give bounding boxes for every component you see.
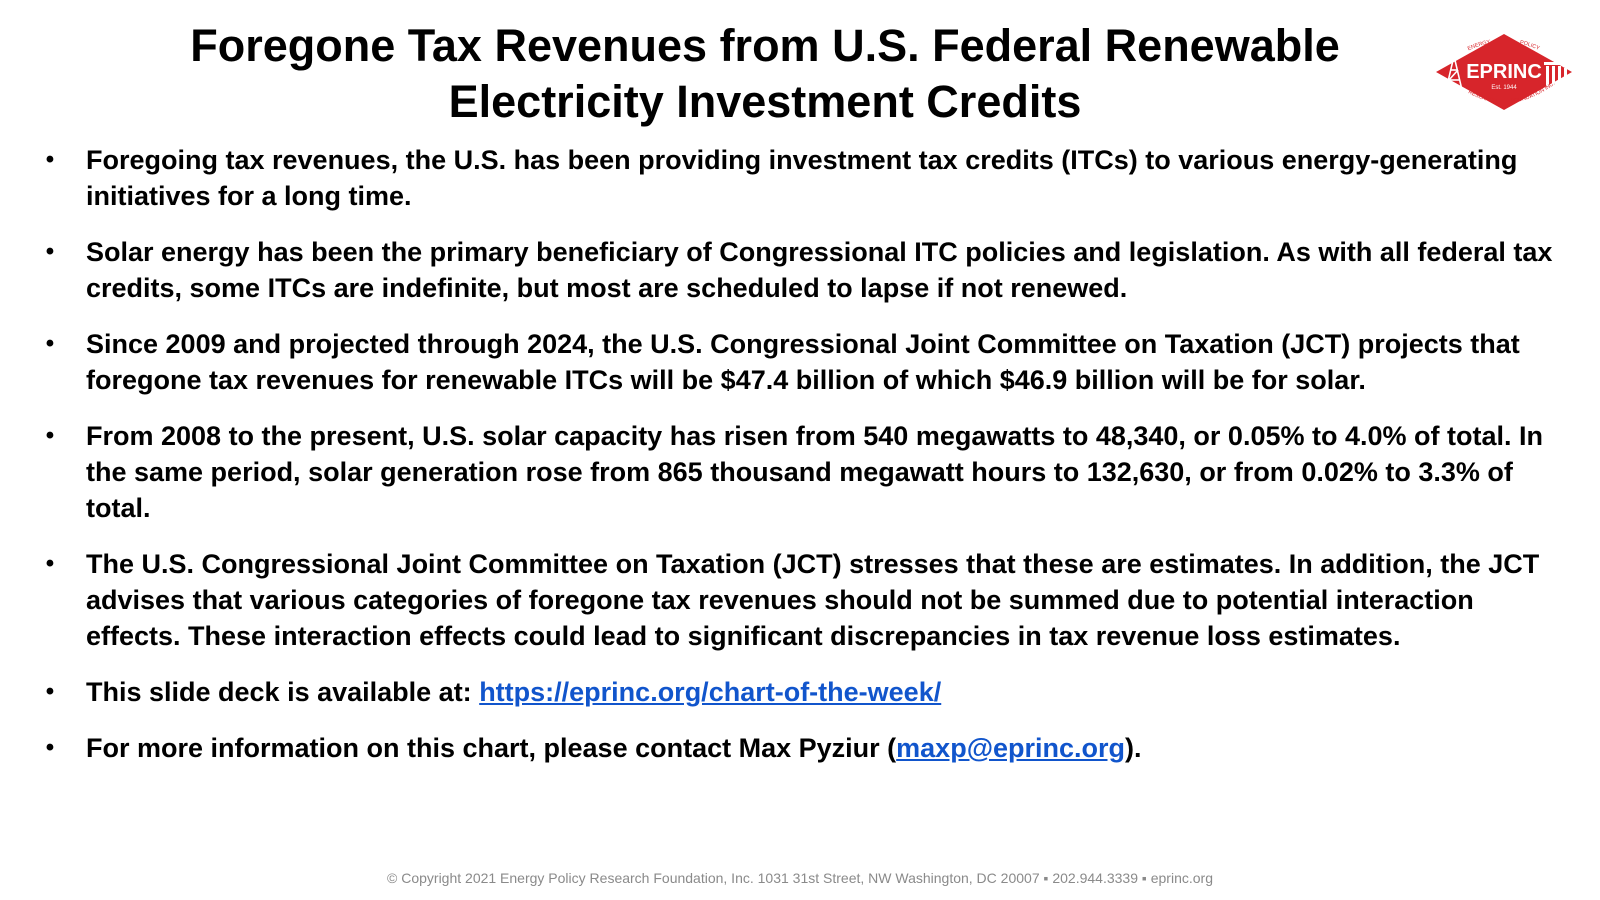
- bullet-item: • Since 2009 and projected through 2024,…: [40, 326, 1570, 398]
- contact-email-link[interactable]: maxp@eprinc.org: [896, 733, 1126, 763]
- copyright-footer: © Copyright 2021 Energy Policy Research …: [387, 870, 1213, 886]
- bullet-glyph: •: [45, 422, 55, 449]
- bullet-glyph: •: [45, 550, 55, 577]
- bullet-item: • The U.S. Congressional Joint Committee…: [40, 546, 1570, 654]
- slide-title: Foregone Tax Revenues from U.S. Federal …: [100, 18, 1430, 130]
- bullet-text: From 2008 to the present, U.S. solar cap…: [86, 421, 1543, 523]
- eprinc-logo: EPRINC Est. 1944 ENERGY POLICY RESEARCH …: [1436, 34, 1572, 110]
- bullet-item: • From 2008 to the present, U.S. solar c…: [40, 418, 1570, 526]
- slide-deck-link[interactable]: https://eprinc.org/chart-of-the-week/: [479, 677, 942, 707]
- logo-diamond: [1436, 34, 1572, 110]
- columns-icon: [1544, 62, 1570, 88]
- bullet-glyph: •: [45, 238, 55, 265]
- deck-prefix-text: This slide deck is available at:: [86, 677, 480, 707]
- contact-prefix-text: For more information on this chart, plea…: [86, 733, 897, 763]
- bullet-glyph: •: [45, 330, 55, 357]
- bullet-item: • Solar energy has been the primary bene…: [40, 234, 1570, 306]
- bullet-list: • Foregoing tax revenues, the U.S. has b…: [40, 142, 1570, 786]
- bullet-item: • Foregoing tax revenues, the U.S. has b…: [40, 142, 1570, 214]
- contact-suffix-text: ).: [1125, 733, 1142, 763]
- slide-title-line-2: Electricity Investment Credits: [448, 76, 1082, 127]
- bullet-text: Solar energy has been the primary benefi…: [86, 237, 1553, 303]
- derrick-icon: [1445, 55, 1463, 91]
- logo-main-text: EPRINC: [1466, 61, 1542, 83]
- bullet-text: Since 2009 and projected through 2024, t…: [86, 329, 1520, 395]
- bullet-text: The U.S. Congressional Joint Committee o…: [86, 549, 1540, 651]
- bullet-item-contact: • For more information on this chart, pl…: [40, 730, 1570, 766]
- bullet-item-deck: • This slide deck is available at: https…: [40, 674, 1570, 710]
- bullet-glyph: •: [45, 734, 55, 761]
- logo-est-text: Est. 1944: [1491, 85, 1517, 91]
- bullet-text: Foregoing tax revenues, the U.S. has bee…: [86, 145, 1518, 211]
- bullet-glyph: •: [45, 146, 55, 173]
- slide-title-line-1: Foregone Tax Revenues from U.S. Federal …: [190, 20, 1340, 71]
- bullet-glyph: •: [45, 678, 55, 705]
